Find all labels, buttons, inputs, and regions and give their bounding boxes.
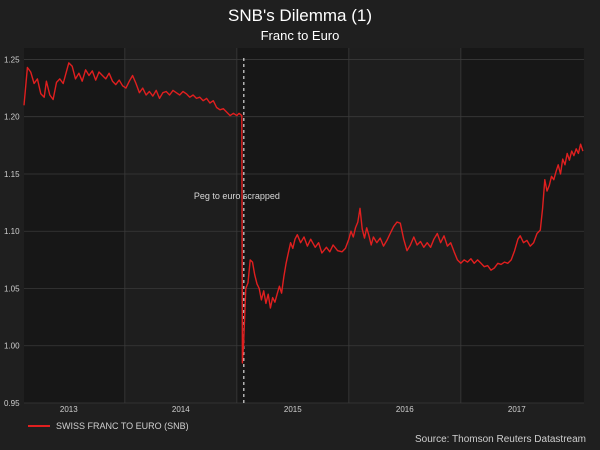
chart-title: SNB's Dilemma (1) <box>228 6 372 25</box>
year-band <box>24 48 125 403</box>
legend-swatch <box>28 425 50 427</box>
legend: SWISS FRANC TO EURO (SNB) <box>28 421 189 431</box>
year-band <box>460 48 584 403</box>
gridlines <box>24 59 584 404</box>
y-tick-label: 1.20 <box>4 113 20 122</box>
y-tick-label: 1.25 <box>4 55 20 64</box>
y-tick-label: 1.00 <box>4 342 20 351</box>
y-axis-ticks: 0.95 1.00 1.05 1.10 1.15 1.20 1.25 <box>4 55 20 408</box>
y-tick-label: 1.05 <box>4 284 20 293</box>
series-line <box>23 62 584 364</box>
x-axis-ticks: 2013 2014 2015 2016 2017 <box>60 405 526 414</box>
series-layer <box>23 62 584 364</box>
x-tick-label: 2017 <box>508 405 526 414</box>
x-tick-label: 2014 <box>172 405 190 414</box>
y-tick-label: 1.15 <box>4 170 20 179</box>
legend-label: SWISS FRANC TO EURO (SNB) <box>56 421 189 431</box>
annotation-layer: Peg to euro scrapped <box>194 58 280 403</box>
year-band <box>348 48 461 403</box>
x-tick-label: 2013 <box>60 405 78 414</box>
year-band <box>236 48 349 403</box>
annotation-label: Peg to euro scrapped <box>194 191 280 201</box>
y-tick-label: 1.10 <box>4 227 20 236</box>
y-tick-label: 0.95 <box>4 399 20 408</box>
x-tick-label: 2015 <box>284 405 302 414</box>
source-note: Source: Thomson Reuters Datastream <box>414 434 586 445</box>
x-tick-label: 2016 <box>396 405 414 414</box>
chart-subtitle: Franc to Euro <box>260 28 340 43</box>
year-bands <box>24 48 584 403</box>
year-band <box>124 48 237 403</box>
